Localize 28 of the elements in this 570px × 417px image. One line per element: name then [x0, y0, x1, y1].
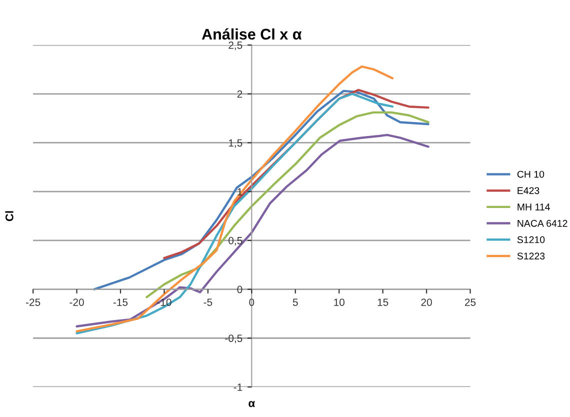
- x-tick-label: 10: [334, 298, 344, 306]
- y-tick-label: -0,5: [225, 334, 242, 344]
- x-tick-label: -5: [204, 298, 212, 306]
- x-tick-label: -20: [70, 298, 84, 306]
- y-tick-label: 1,5: [228, 139, 242, 148]
- x-tick-label: -25: [26, 298, 40, 306]
- x-axis-title: α: [248, 401, 255, 408]
- line-series: [146, 111, 430, 298]
- legend-label: MH 114: [518, 204, 550, 210]
- x-tick-label: 20: [421, 298, 432, 306]
- y-tick-label: 1: [238, 188, 242, 196]
- y-tick-label: 0: [237, 286, 242, 294]
- legend-label: S1210: [517, 236, 545, 244]
- legend-label: S1223: [517, 252, 545, 260]
- x-tick-label: -15: [113, 298, 128, 306]
- legend-label: E423: [518, 187, 540, 194]
- y-axis-title: Cl: [5, 211, 14, 222]
- x-tick-label: 25: [464, 298, 476, 306]
- x-tick-label: 5: [292, 298, 298, 306]
- y-tick-label: -1: [234, 384, 242, 391]
- chart-title: Análise Cl x α: [202, 28, 302, 40]
- y-tick-label: 2: [237, 90, 242, 98]
- y-tick-label: 2,5: [228, 42, 242, 50]
- legend-label: CH 10: [517, 170, 544, 178]
- x-tick-label: 15: [378, 298, 388, 306]
- y-tick-label: 0,5: [228, 236, 242, 246]
- legend-label: NACA 6412: [518, 220, 568, 227]
- x-tick-label: 0: [249, 298, 254, 306]
